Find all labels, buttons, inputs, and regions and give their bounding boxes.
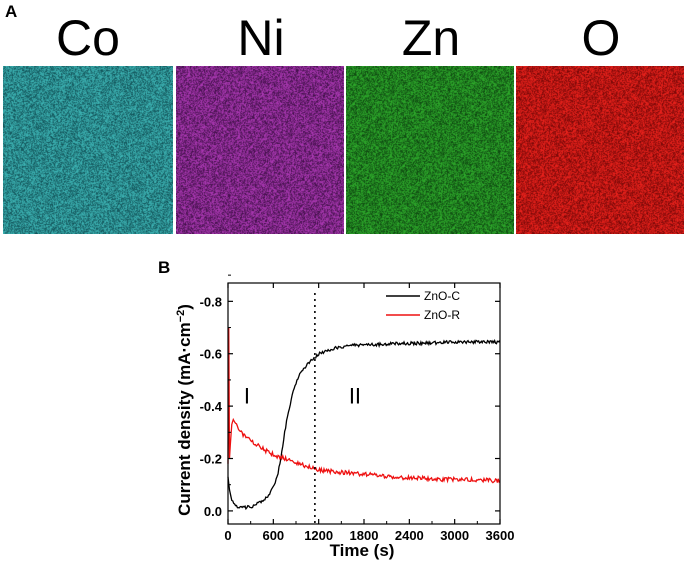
y-tick-label: -0.2 bbox=[200, 452, 222, 467]
element-title-co: Co bbox=[56, 10, 120, 66]
x-tick-label: 0 bbox=[224, 528, 231, 543]
legend-label-zno-c: ZnO-C bbox=[424, 289, 460, 303]
series-line-zno-r bbox=[227, 327, 501, 484]
y-axis-title-main: Current density (mA·cm bbox=[175, 322, 194, 516]
element-title-zn: Zn bbox=[401, 10, 461, 66]
y-axis-title-close: ) bbox=[175, 304, 194, 310]
x-tick-label: 3000 bbox=[440, 528, 469, 543]
legend-label-zno-r: ZnO-R bbox=[424, 308, 460, 322]
x-tick-label: 1800 bbox=[350, 528, 379, 543]
y-axis-title: Current density (mA·cm−2) bbox=[175, 304, 194, 516]
y-axis-title-superscript: −2 bbox=[175, 310, 187, 323]
region-label-1: I bbox=[244, 384, 250, 409]
x-tick-label: 600 bbox=[262, 528, 284, 543]
panel-a-label: A bbox=[5, 2, 18, 21]
x-axis-title: Time (s) bbox=[330, 541, 395, 560]
y-tick-label: -0.4 bbox=[200, 399, 223, 414]
eds-map-co bbox=[3, 66, 173, 234]
x-tick-label: 2400 bbox=[395, 528, 424, 543]
element-title-o: O bbox=[581, 10, 621, 66]
x-tick-label: 1200 bbox=[304, 528, 333, 543]
eds-map-ni bbox=[176, 66, 344, 234]
eds-map-o bbox=[516, 66, 684, 234]
plot-frame bbox=[227, 282, 501, 525]
eds-map-zn bbox=[346, 66, 514, 234]
region-label-2: II bbox=[349, 384, 361, 409]
y-tick-label: -0.8 bbox=[200, 294, 222, 309]
y-tick-label: 0.0 bbox=[204, 504, 222, 519]
series-line-zno-c bbox=[227, 338, 501, 511]
element-title-ni: Ni bbox=[237, 10, 285, 66]
x-tick-label: 3600 bbox=[486, 528, 515, 543]
y-tick-label: -0.6 bbox=[200, 347, 222, 362]
panel-b-label: B bbox=[158, 258, 171, 277]
